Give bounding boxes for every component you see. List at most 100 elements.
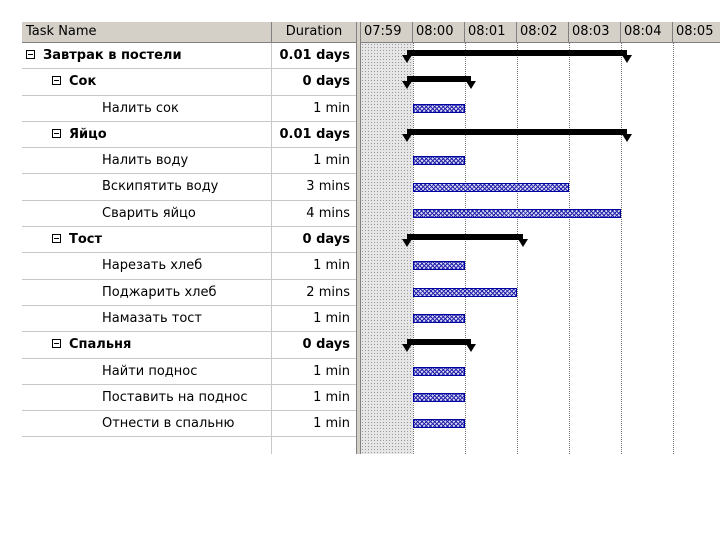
project-view: Task Name Duration Завтрак в постели 0.01… [22, 22, 720, 454]
task-bar[interactable] [413, 314, 465, 323]
task-name: Налить воду [102, 153, 189, 169]
task-bar[interactable] [413, 156, 465, 166]
summary-bar-end-cap [622, 133, 632, 142]
timescale-tick-label: 08:01 [465, 22, 517, 42]
task-row[interactable]: Сварить яйцо 4 mins [22, 200, 356, 228]
column-header-duration[interactable]: Duration [285, 24, 343, 39]
task-row[interactable]: Нарезать хлеб 1 min [22, 253, 356, 280]
task-bar[interactable] [413, 103, 465, 113]
task-name-cell[interactable]: Сварить яйцо [22, 200, 272, 227]
task-row[interactable]: Тост 0 days [22, 227, 356, 254]
task-name-cell[interactable]: Налить воду [22, 148, 272, 174]
task-row[interactable]: Отнести в спальню 1 min [22, 411, 356, 438]
gridline [569, 43, 570, 454]
task-bar[interactable] [413, 182, 569, 192]
task-bar[interactable] [413, 366, 465, 376]
task-row[interactable] [22, 437, 356, 454]
collapse-toggle-icon[interactable] [52, 76, 61, 86]
summary-bar-end-cap [466, 344, 476, 353]
task-name-cell[interactable]: Налить сок [22, 95, 272, 121]
task-name-cell[interactable]: Яйцо [22, 121, 272, 148]
summary-bar-end-cap [402, 239, 412, 248]
task-duration[interactable]: 4 mins [306, 205, 350, 221]
task-duration[interactable] [272, 437, 356, 454]
task-row[interactable]: Сок 0 days [22, 69, 356, 96]
summary-bar-end-cap [402, 133, 412, 142]
task-duration[interactable]: 3 mins [306, 179, 350, 195]
collapse-toggle-icon[interactable] [52, 128, 61, 138]
task-bar[interactable] [413, 208, 621, 218]
timescale-tick-label: 08:03 [569, 22, 621, 42]
task-row[interactable]: Завтрак в постели 0.01 days [22, 43, 356, 70]
gridline [673, 43, 674, 454]
column-header-task-name[interactable]: Task Name [22, 22, 272, 42]
task-name-cell[interactable]: Поджарить хлеб [22, 279, 272, 305]
task-name-cell[interactable] [22, 437, 272, 454]
task-row[interactable]: Намазать тост 1 min [22, 305, 356, 333]
task-row[interactable]: Спальня 0 days [22, 332, 356, 359]
task-row[interactable]: Поджарить хлеб 2 mins [22, 279, 356, 306]
collapse-toggle-icon[interactable] [26, 50, 35, 59]
timescale-tick-label: 08:04 [621, 22, 673, 42]
task-name-cell[interactable]: Вскипятить воду [22, 174, 272, 200]
summary-bar-end-cap [466, 81, 476, 90]
task-name-cell[interactable]: Поставить на поднос [22, 384, 272, 411]
summary-bar-end-cap [622, 55, 632, 63]
gridline [413, 43, 414, 454]
task-name-cell[interactable]: Завтрак в постели [22, 43, 272, 69]
task-duration[interactable]: 1 min [313, 258, 350, 274]
task-name: Отнести в спальню [102, 416, 235, 432]
task-duration[interactable]: 0.01 days [279, 126, 351, 142]
task-rows: Завтрак в постели 0.01 days Сок 0 days Налит… [22, 43, 356, 454]
task-name-cell[interactable]: Отнести в спальню [22, 411, 272, 437]
task-row[interactable]: Вскипятить воду 3 mins [22, 174, 356, 201]
task-name-cell[interactable]: Спальня [22, 332, 272, 358]
summary-bar-end-cap [402, 344, 412, 353]
task-name-cell[interactable]: Сок [22, 69, 272, 95]
task-bar[interactable] [413, 419, 465, 429]
task-duration[interactable]: 0.01 days [279, 48, 351, 63]
task-row[interactable]: Яйцо 0.01 days [22, 121, 356, 149]
task-duration[interactable]: 0 days [302, 232, 350, 248]
task-name: Спальня [69, 337, 132, 353]
summary-bar[interactable] [407, 234, 523, 241]
task-name: Налить сок [102, 100, 179, 116]
task-duration[interactable]: 1 min [313, 100, 350, 116]
task-duration[interactable]: 0 days [302, 337, 350, 353]
summary-bar[interactable] [407, 76, 471, 83]
gridline [621, 43, 622, 454]
split-bar[interactable] [356, 22, 361, 454]
task-row[interactable]: Найти поднос 1 min [22, 358, 356, 385]
task-row[interactable]: Поставить на поднос 1 min [22, 384, 356, 412]
task-name-cell[interactable]: Намазать тост [22, 305, 272, 332]
task-duration[interactable]: 1 min [313, 310, 350, 326]
task-name: Яйцо [69, 126, 107, 142]
task-duration[interactable]: 0 days [302, 74, 350, 90]
timescale-header: 07:59 08:00 08:01 08:02 08:03 08:04 08:05 [361, 22, 720, 43]
summary-bar[interactable] [407, 50, 627, 56]
task-row[interactable]: Налить сок 1 min [22, 95, 356, 122]
timescale-tick-label: 07:59 [361, 22, 413, 42]
task-bar[interactable] [413, 287, 517, 297]
task-name: Завтрак в постели [43, 48, 182, 63]
task-duration[interactable]: 1 min [313, 416, 350, 432]
task-duration[interactable]: 2 mins [306, 284, 350, 300]
task-name: Намазать тост [102, 310, 203, 326]
collapse-toggle-icon[interactable] [52, 339, 61, 349]
task-duration[interactable]: 1 min [313, 389, 350, 405]
summary-bar-end-cap [402, 81, 412, 90]
task-row[interactable]: Налить воду 1 min [22, 148, 356, 175]
collapse-toggle-icon[interactable] [52, 234, 61, 244]
task-bar[interactable] [413, 392, 465, 402]
summary-bar[interactable] [407, 128, 627, 135]
summary-bar[interactable] [407, 339, 471, 346]
task-name: Вскипятить воду [102, 179, 219, 195]
task-duration[interactable]: 1 min [313, 153, 350, 169]
task-bar[interactable] [413, 261, 465, 271]
task-name-cell[interactable]: Тост [22, 227, 272, 253]
task-duration[interactable]: 1 min [313, 363, 350, 379]
task-name-cell[interactable]: Нарезать хлеб [22, 253, 272, 279]
gantt-chart: 07:59 08:00 08:01 08:02 08:03 08:04 08:05 [361, 22, 720, 454]
task-name-cell[interactable]: Найти поднос [22, 358, 272, 384]
